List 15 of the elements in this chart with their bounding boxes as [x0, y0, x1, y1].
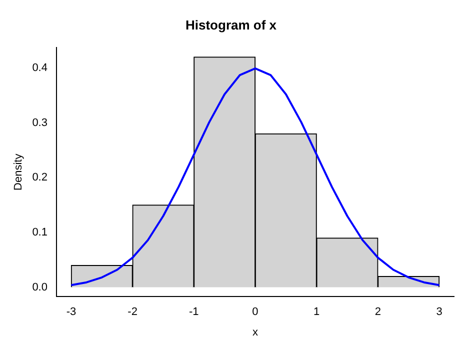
y-tick-label: 0.1 [32, 226, 48, 238]
x-tick-label: 3 [436, 306, 442, 318]
y-tick-label: 0.2 [32, 172, 48, 184]
chart-title: Histogram of x [185, 17, 278, 32]
y-tick-label: 0.3 [32, 116, 48, 129]
x-tick-label: 2 [374, 306, 381, 318]
y-tick-label: 0.4 [32, 62, 48, 74]
x-tick-label: -1 [189, 306, 199, 318]
x-tick-label: -2 [128, 306, 138, 318]
x-tick-label: 1 [314, 306, 320, 318]
y-axis-title: Density [12, 153, 25, 190]
x-axis-title: x [252, 326, 258, 338]
x-tick-label: -3 [66, 306, 76, 318]
x-tick-label: 0 [252, 306, 258, 318]
y-tick-label: 0.0 [32, 281, 48, 294]
